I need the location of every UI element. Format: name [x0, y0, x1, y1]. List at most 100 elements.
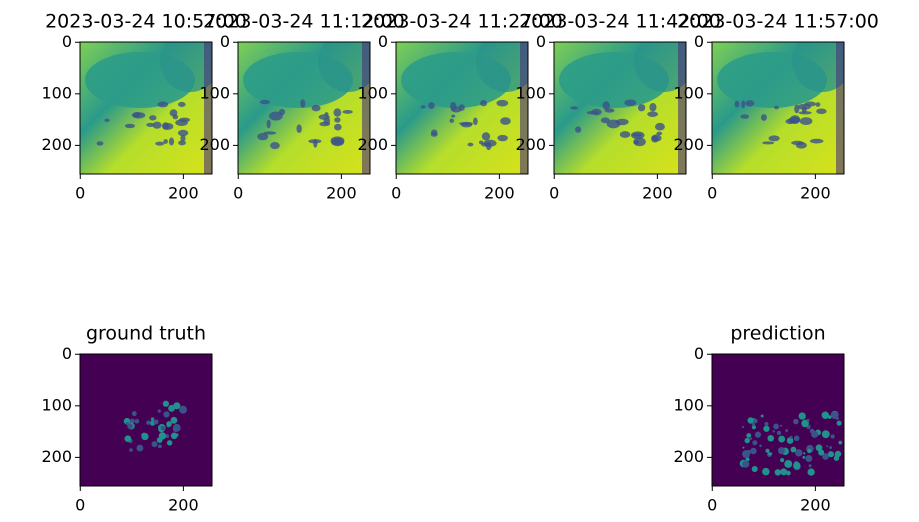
image-blob: [257, 132, 269, 141]
image-blob: [769, 452, 773, 455]
image-blob: [655, 122, 665, 131]
image-blob: [430, 129, 438, 136]
image-blob: [152, 121, 162, 129]
image-blob: [131, 411, 137, 417]
image: [80, 354, 212, 486]
y-tick-label: 100: [673, 395, 704, 414]
image-blob: [809, 138, 824, 144]
y-tick-label: 0: [62, 32, 72, 51]
image-blob: [160, 425, 166, 431]
image-blob: [450, 101, 457, 111]
image-blob: [808, 464, 812, 468]
image-blob: [132, 111, 141, 118]
image-blob: [759, 444, 762, 448]
x-tick-label: 0: [707, 496, 717, 515]
image-blob: [311, 104, 321, 112]
title: 2023-03-24 11:57:00: [677, 11, 879, 33]
image-blob: [780, 468, 788, 476]
image-blob: [807, 468, 815, 476]
image-blob: [268, 111, 283, 121]
image-blob: [180, 135, 186, 142]
image-blob: [793, 435, 800, 442]
image: [712, 354, 844, 486]
image-blob: [334, 123, 342, 131]
y-tick-label: 0: [378, 32, 388, 51]
image-blob: [740, 114, 750, 119]
x-tick-label: 0: [75, 184, 85, 203]
x-tick-label: 200: [642, 184, 673, 203]
image-blob: [801, 106, 807, 114]
image-blob: [129, 448, 133, 452]
image-blob: [157, 101, 169, 108]
image-blob: [166, 421, 172, 427]
image-blob: [150, 417, 155, 421]
axes-frame: [79, 353, 213, 487]
image-blob: [829, 446, 833, 450]
image-blob: [127, 423, 133, 430]
image-blob: [768, 135, 780, 142]
x-tick-label: 200: [484, 184, 515, 203]
image-blob: [270, 142, 280, 150]
image-blob: [449, 118, 455, 123]
image-edge: [520, 42, 528, 174]
image-blob: [153, 419, 159, 425]
image-blob: [830, 411, 839, 419]
image-blob: [141, 432, 149, 441]
image-blob: [804, 101, 817, 107]
image-blob: [155, 141, 165, 146]
image-blob: [172, 423, 181, 432]
image-blob: [134, 418, 140, 424]
image-blob: [649, 102, 657, 112]
image-blob: [263, 131, 277, 135]
image-blob: [734, 100, 740, 108]
image-blob: [821, 430, 830, 439]
image-blob: [803, 452, 806, 455]
image-blob: [789, 435, 793, 439]
image-blob: [624, 99, 637, 106]
y-tick-label: 100: [515, 83, 546, 102]
image-blob: [480, 100, 488, 107]
image: [554, 42, 686, 174]
y-tick-label: 0: [536, 32, 546, 51]
image-blob: [793, 418, 799, 425]
image-blob: [815, 444, 823, 452]
image-blob: [838, 440, 843, 445]
image-region: [318, 42, 370, 92]
image-blob: [162, 123, 174, 130]
image: [396, 42, 528, 174]
image-blob: [806, 418, 810, 422]
image-blob: [177, 129, 189, 137]
image-blob: [266, 119, 271, 129]
image-blob: [296, 124, 302, 133]
image-blob: [785, 429, 789, 432]
image-blob: [784, 460, 793, 468]
image-blob: [795, 141, 807, 149]
axes-frame: [237, 41, 371, 175]
image-blob: [790, 446, 797, 453]
image-blob: [749, 437, 753, 440]
image: [80, 42, 212, 174]
image-blob: [765, 448, 770, 453]
image-blob: [647, 111, 659, 117]
image-blob: [129, 418, 135, 424]
axes-frame: [79, 41, 213, 175]
image-blob: [173, 402, 181, 410]
image-blob: [780, 458, 785, 463]
image-blob: [750, 447, 757, 455]
image-region: [160, 42, 212, 92]
image-blob: [619, 131, 631, 138]
y-tick-label: 200: [357, 135, 388, 154]
title: 2023-03-24 10:57:00: [45, 11, 247, 33]
axes-frame: [711, 41, 845, 175]
y-tick-label: 200: [41, 135, 72, 154]
image-blob: [827, 415, 832, 419]
image-blob: [459, 121, 474, 126]
image-blob: [136, 444, 144, 452]
image-blob: [764, 421, 769, 427]
image-edge: [204, 42, 212, 174]
image-blob: [633, 140, 640, 145]
image-blob: [816, 108, 827, 115]
image-blob: [777, 447, 786, 455]
image-blob: [751, 422, 756, 427]
image-blob: [170, 416, 178, 424]
